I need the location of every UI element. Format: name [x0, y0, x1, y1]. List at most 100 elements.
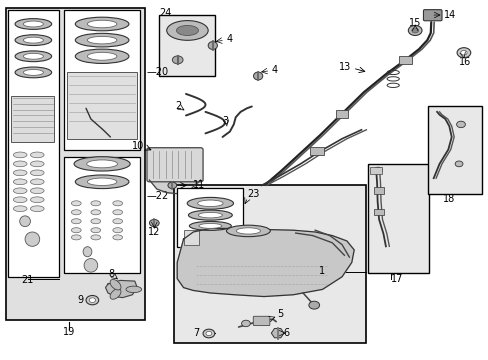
- Ellipse shape: [460, 50, 466, 55]
- Ellipse shape: [71, 201, 81, 206]
- Ellipse shape: [166, 21, 208, 40]
- Ellipse shape: [30, 197, 44, 203]
- Polygon shape: [271, 328, 284, 338]
- Bar: [159, 15, 215, 76]
- Ellipse shape: [15, 51, 52, 62]
- Text: 5: 5: [277, 310, 284, 319]
- FancyBboxPatch shape: [147, 148, 203, 182]
- Ellipse shape: [208, 41, 217, 49]
- Ellipse shape: [83, 247, 92, 257]
- Ellipse shape: [87, 178, 117, 185]
- Ellipse shape: [30, 188, 44, 194]
- Text: 4: 4: [271, 65, 277, 75]
- Ellipse shape: [188, 210, 232, 220]
- Bar: [398, 56, 411, 64]
- Ellipse shape: [75, 49, 129, 63]
- Text: —20: —20: [147, 67, 169, 77]
- Bar: [310, 147, 324, 155]
- Bar: [173, 185, 366, 343]
- Ellipse shape: [373, 167, 382, 174]
- Ellipse shape: [87, 36, 117, 44]
- Text: 11: 11: [193, 180, 205, 190]
- Ellipse shape: [411, 28, 418, 33]
- Ellipse shape: [30, 170, 44, 176]
- Bar: [427, 107, 482, 194]
- Ellipse shape: [456, 121, 465, 128]
- Ellipse shape: [75, 175, 129, 189]
- Text: 8: 8: [109, 269, 115, 279]
- Ellipse shape: [226, 225, 270, 237]
- Ellipse shape: [86, 296, 99, 305]
- Ellipse shape: [407, 26, 421, 36]
- Ellipse shape: [91, 210, 101, 215]
- Ellipse shape: [87, 20, 117, 28]
- Bar: [335, 110, 347, 118]
- Bar: [369, 167, 381, 174]
- Ellipse shape: [454, 161, 462, 167]
- Ellipse shape: [113, 201, 122, 206]
- Ellipse shape: [71, 228, 81, 233]
- Text: 24: 24: [159, 8, 171, 18]
- Ellipse shape: [89, 298, 95, 302]
- Ellipse shape: [75, 33, 129, 47]
- Ellipse shape: [91, 201, 101, 206]
- Text: 6: 6: [283, 328, 289, 338]
- Text: 12: 12: [148, 227, 160, 237]
- Ellipse shape: [113, 228, 122, 233]
- Ellipse shape: [187, 197, 233, 209]
- Text: 2: 2: [175, 102, 182, 112]
- Bar: [66, 72, 137, 139]
- Ellipse shape: [71, 235, 81, 240]
- Ellipse shape: [176, 26, 198, 36]
- Ellipse shape: [110, 279, 121, 290]
- Ellipse shape: [84, 258, 98, 272]
- Ellipse shape: [91, 235, 101, 240]
- Ellipse shape: [23, 21, 43, 27]
- Text: 23: 23: [246, 189, 259, 199]
- Text: —22: —22: [147, 191, 169, 201]
- Ellipse shape: [199, 224, 222, 228]
- Ellipse shape: [189, 221, 231, 230]
- Ellipse shape: [13, 197, 27, 203]
- Ellipse shape: [110, 289, 121, 299]
- Bar: [177, 188, 243, 247]
- Text: 14: 14: [444, 10, 456, 20]
- Ellipse shape: [71, 210, 81, 215]
- Text: 10: 10: [132, 141, 144, 151]
- Ellipse shape: [30, 206, 44, 212]
- Text: 9: 9: [77, 295, 83, 305]
- Ellipse shape: [91, 228, 101, 233]
- Ellipse shape: [86, 160, 117, 168]
- Text: 19: 19: [62, 327, 75, 337]
- Polygon shape: [177, 228, 353, 297]
- Ellipse shape: [30, 152, 44, 158]
- Ellipse shape: [25, 232, 40, 246]
- Ellipse shape: [13, 170, 27, 176]
- Ellipse shape: [308, 301, 319, 309]
- Ellipse shape: [205, 331, 211, 336]
- FancyBboxPatch shape: [253, 316, 269, 325]
- Ellipse shape: [15, 35, 52, 45]
- Ellipse shape: [23, 69, 43, 75]
- Ellipse shape: [74, 157, 130, 171]
- Bar: [373, 209, 384, 215]
- Ellipse shape: [15, 19, 52, 30]
- Ellipse shape: [113, 210, 122, 215]
- Ellipse shape: [197, 200, 223, 207]
- Ellipse shape: [236, 228, 260, 234]
- Bar: [5, 8, 144, 320]
- Bar: [64, 10, 140, 149]
- Bar: [373, 187, 384, 194]
- Bar: [367, 164, 428, 273]
- Ellipse shape: [113, 235, 122, 240]
- Ellipse shape: [13, 161, 27, 167]
- Ellipse shape: [149, 220, 159, 226]
- Text: 21: 21: [21, 275, 34, 285]
- Ellipse shape: [75, 17, 129, 31]
- Polygon shape: [105, 280, 137, 298]
- Ellipse shape: [15, 67, 52, 78]
- Text: 7: 7: [193, 328, 199, 338]
- Text: 15: 15: [408, 18, 421, 28]
- Ellipse shape: [13, 188, 27, 194]
- Ellipse shape: [20, 216, 30, 226]
